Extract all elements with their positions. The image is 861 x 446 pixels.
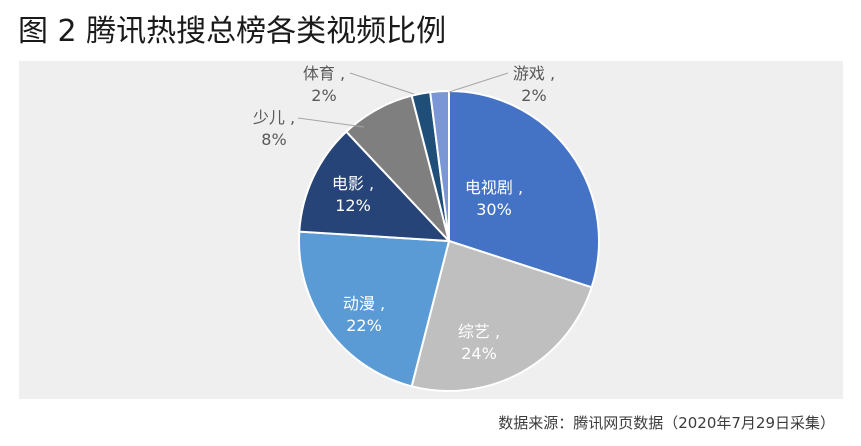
slice-label-4: 少儿 , 8%	[253, 108, 295, 149]
pie-slices	[298, 89, 600, 392]
pie-slice-1	[410, 239, 593, 392]
slice-label-category: 电视剧 ,	[465, 178, 523, 197]
pie-slice-0	[448, 89, 600, 289]
slice-label-category: 综艺 ,	[458, 322, 500, 341]
slice-label-1: 综艺 , 24%	[458, 322, 500, 363]
source-note: 数据来源：腾讯网页数据（2020年7月29日采集）	[498, 414, 835, 432]
pie-slice-2	[298, 230, 451, 388]
slice-label-category: 电影 ,	[332, 174, 374, 193]
slice-label-category: 动漫 ,	[343, 294, 385, 313]
slice-label-0: 电视剧 , 30%	[465, 178, 523, 219]
leader-line-6	[448, 72, 509, 93]
slice-label-percent: 22%	[346, 316, 382, 335]
leader-line-5	[349, 72, 415, 95]
slice-label-percent: 24%	[461, 344, 497, 363]
slice-label-category: 少儿 ,	[253, 108, 295, 127]
slice-label-3: 电影 , 12%	[332, 174, 374, 215]
leader-line-4	[297, 117, 365, 128]
pie-chart: 电视剧 , 30% 综艺 , 24% 动漫 , 22% 电影 , 12% 少儿 , 8% 体育 , 2…	[253, 64, 600, 392]
chart-area: 电视剧 , 30% 综艺 , 24% 动漫 , 22% 电影 , 12% 少儿 , 8% 体育 , 2…	[19, 61, 843, 399]
pie-slice-3	[298, 130, 452, 243]
leader-lines	[297, 72, 509, 128]
figure-title: 图 2 腾讯热搜总榜各类视频比例	[18, 14, 447, 49]
slice-label-percent: 30%	[476, 200, 512, 219]
slice-labels: 电视剧 , 30% 综艺 , 24% 动漫 , 22% 电影 , 12% 少儿 , 8% 体育 , 2…	[253, 64, 555, 363]
slice-label-5: 体育 , 2%	[303, 64, 345, 105]
slice-label-6: 游戏 , 2%	[513, 64, 555, 105]
pie-slice-6	[429, 89, 450, 242]
slice-label-percent: 8%	[261, 130, 286, 149]
slice-label-percent: 2%	[311, 86, 336, 105]
slice-label-2: 动漫 , 22%	[343, 294, 385, 335]
slice-label-percent: 2%	[521, 86, 546, 105]
slice-label-category: 游戏 ,	[513, 64, 555, 83]
slice-label-percent: 12%	[335, 196, 371, 215]
slice-label-category: 体育 ,	[303, 64, 345, 83]
